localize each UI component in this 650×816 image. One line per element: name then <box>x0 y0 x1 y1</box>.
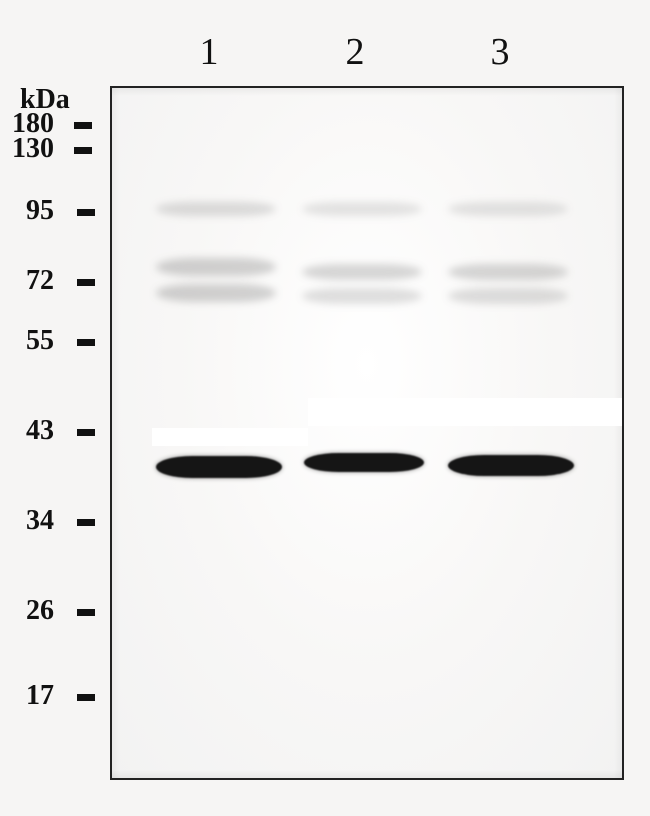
faint-band-lane-2 <box>302 288 422 304</box>
marker-dash-95 <box>77 209 95 216</box>
blot-edge-shadow <box>112 770 622 778</box>
faint-band-lane-1 <box>156 202 276 216</box>
marker-label-95: 95 <box>26 195 54 227</box>
marker-dash-55 <box>77 339 95 346</box>
marker-label-43: 43 <box>26 415 54 447</box>
blot-frame <box>110 86 624 780</box>
strong-band-lane-2 <box>304 453 424 472</box>
faint-band-lane-3 <box>448 288 568 304</box>
blot-canvas: kDa 18013095725543342617 123 <box>0 0 650 816</box>
faint-band-lane-1 <box>156 284 276 302</box>
marker-dash-180 <box>74 122 92 129</box>
white-strip <box>308 398 622 426</box>
marker-dash-72 <box>77 279 95 286</box>
marker-label-72: 72 <box>26 265 54 297</box>
blot-edge-shadow <box>112 88 622 96</box>
marker-label-130: 130 <box>12 133 54 165</box>
marker-label-26: 26 <box>26 595 54 627</box>
strong-band-lane-3 <box>448 455 574 476</box>
faint-band-lane-3 <box>448 264 568 280</box>
marker-dash-17 <box>77 694 95 701</box>
lane-label-1: 1 <box>194 30 224 74</box>
marker-dash-130 <box>74 147 92 154</box>
faint-band-lane-1 <box>156 258 276 276</box>
faint-band-lane-2 <box>302 202 422 216</box>
lane-label-3: 3 <box>485 30 515 74</box>
marker-dash-43 <box>77 429 95 436</box>
marker-label-55: 55 <box>26 325 54 357</box>
marker-dash-26 <box>77 609 95 616</box>
blot-membrane <box>112 88 622 778</box>
blot-edge-shadow <box>112 88 120 778</box>
faint-band-lane-3 <box>448 202 568 216</box>
marker-label-17: 17 <box>26 680 54 712</box>
faint-band-lane-2 <box>302 264 422 280</box>
marker-label-34: 34 <box>26 505 54 537</box>
blot-edge-shadow <box>614 88 622 778</box>
strong-band-lane-1 <box>156 456 282 478</box>
lane-label-2: 2 <box>340 30 370 74</box>
marker-dash-34 <box>77 519 95 526</box>
white-strip <box>152 428 308 446</box>
